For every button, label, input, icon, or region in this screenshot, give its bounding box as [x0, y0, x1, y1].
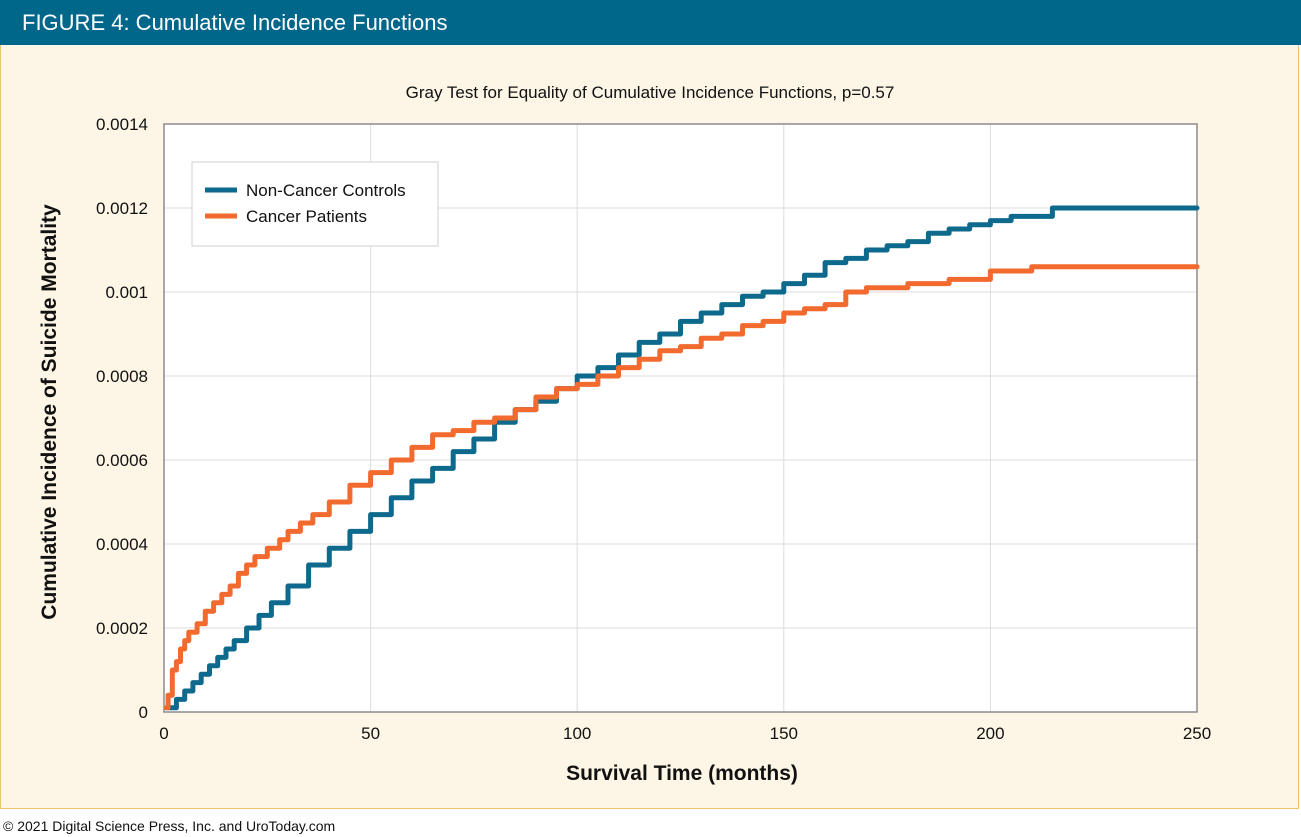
y-tick-label: 0.0002 — [96, 619, 148, 638]
plot-border — [163, 123, 1198, 713]
y-tick-label: 0.0014 — [96, 115, 148, 134]
y-axis-title: Cumulative Incidence of Suicide Mortalit… — [38, 204, 61, 620]
y-tick-label: 0.0008 — [96, 367, 148, 386]
copyright-footer: © 2021 Digital Science Press, Inc. and U… — [3, 818, 336, 834]
x-tick-label: 50 — [361, 724, 380, 743]
x-axis-title: Survival Time (months) — [566, 762, 798, 785]
x-tick-label: 0 — [159, 724, 168, 743]
y-tick-label: 0.0006 — [96, 451, 148, 470]
x-tick-label: 100 — [563, 724, 591, 743]
series-line-cancer — [163, 264, 1200, 711]
y-tick-label: 0 — [139, 703, 148, 722]
chart-title: Gray Test for Equality of Cumulative Inc… — [406, 83, 895, 102]
legend-label-non-cancer: Non-Cancer Controls — [246, 181, 406, 200]
legend-label-cancer: Cancer Patients — [246, 207, 367, 226]
x-tick-label: 200 — [976, 724, 1004, 743]
legend-box — [191, 161, 439, 247]
x-tick-label: 150 — [770, 724, 798, 743]
y-tick-label: 0.0012 — [96, 199, 148, 218]
chart-canvas: 0 0.0002 0.0004 0.0006 0.0008 0.001 0.0012 0.00… — [38, 83, 1211, 785]
legend: Non-Cancer Controls Cancer Patients — [191, 161, 439, 247]
y-tick-label: 0.001 — [105, 283, 148, 302]
figure-header: FIGURE 4: Cumulative Incidence Functions — [0, 0, 1301, 45]
y-tick-label: 0.0004 — [96, 535, 148, 554]
x-tick-label: 250 — [1183, 724, 1211, 743]
